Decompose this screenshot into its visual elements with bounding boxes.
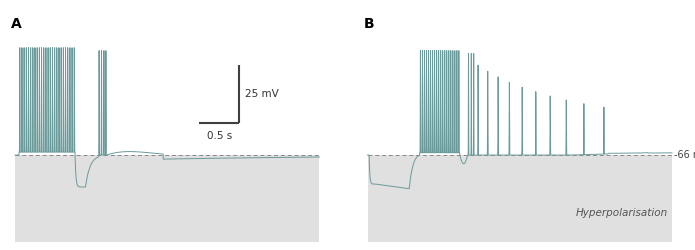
Text: B: B — [363, 17, 374, 31]
Text: A: A — [11, 17, 22, 31]
Polygon shape — [368, 155, 672, 242]
Text: Hyperpolarisation: Hyperpolarisation — [575, 208, 668, 218]
Text: -66 mV: -66 mV — [673, 150, 695, 160]
Text: 25 mV: 25 mV — [245, 89, 279, 99]
Text: 0.5 s: 0.5 s — [206, 131, 232, 141]
Polygon shape — [15, 155, 320, 242]
